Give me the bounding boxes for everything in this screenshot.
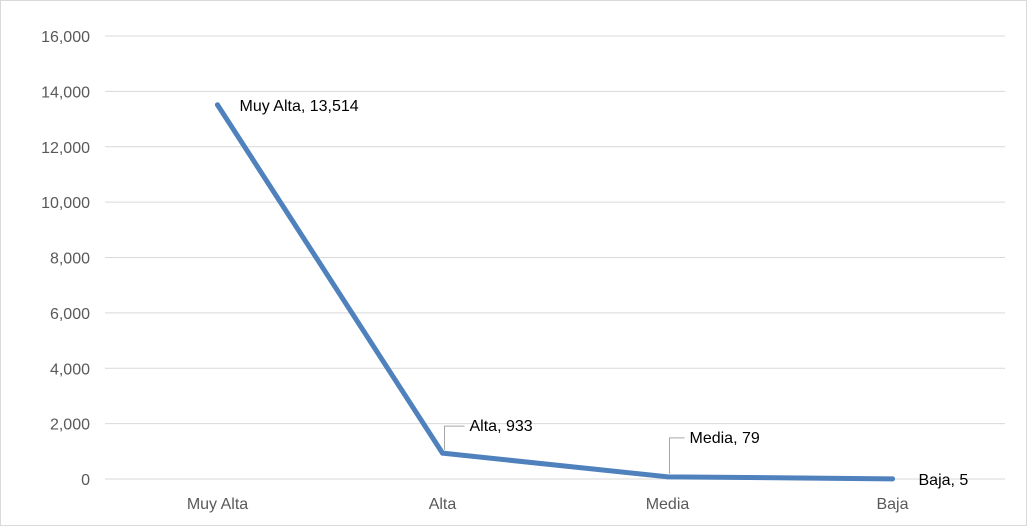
y-tick-label: 12,000	[41, 140, 90, 157]
y-axis-tick-labels: 0 2,000 4,000 6,000 8,000 10,000 12,000 14,000 1…	[41, 29, 90, 489]
data-labels: Muy Alta, 13,514 Alta, 933 Media, 79 Baja, …	[240, 98, 969, 489]
data-label: Baja, 5	[919, 472, 969, 489]
x-axis-tick-labels: Muy Alta Alta Media Baja	[187, 496, 909, 513]
data-point	[215, 102, 220, 108]
y-tick-label: 4,000	[50, 361, 90, 378]
y-tick-label: 10,000	[41, 195, 90, 212]
label-leader-lines	[444, 425, 685, 474]
data-point	[890, 476, 895, 482]
y-tick-label: 0	[81, 472, 90, 489]
data-point	[665, 474, 670, 480]
data-label: Media, 79	[690, 430, 760, 447]
y-tick-label: 2,000	[50, 417, 90, 434]
label-leader-line	[444, 425, 465, 451]
x-tick-label: Media	[646, 496, 690, 513]
data-point	[440, 450, 445, 456]
x-tick-label: Alta	[429, 496, 457, 513]
y-tick-label: 8,000	[50, 251, 90, 268]
y-tick-label: 16,000	[41, 29, 90, 46]
y-tick-label: 14,000	[41, 84, 90, 101]
y-tick-label: 6,000	[50, 306, 90, 323]
x-tick-label: Muy Alta	[187, 496, 248, 513]
series-line-group	[215, 102, 895, 482]
x-tick-label: Baja	[876, 496, 908, 513]
label-leader-line	[669, 437, 685, 474]
data-label: Muy Alta, 13,514	[240, 98, 359, 115]
series-line	[215, 102, 895, 482]
data-label: Alta, 933	[470, 418, 533, 435]
